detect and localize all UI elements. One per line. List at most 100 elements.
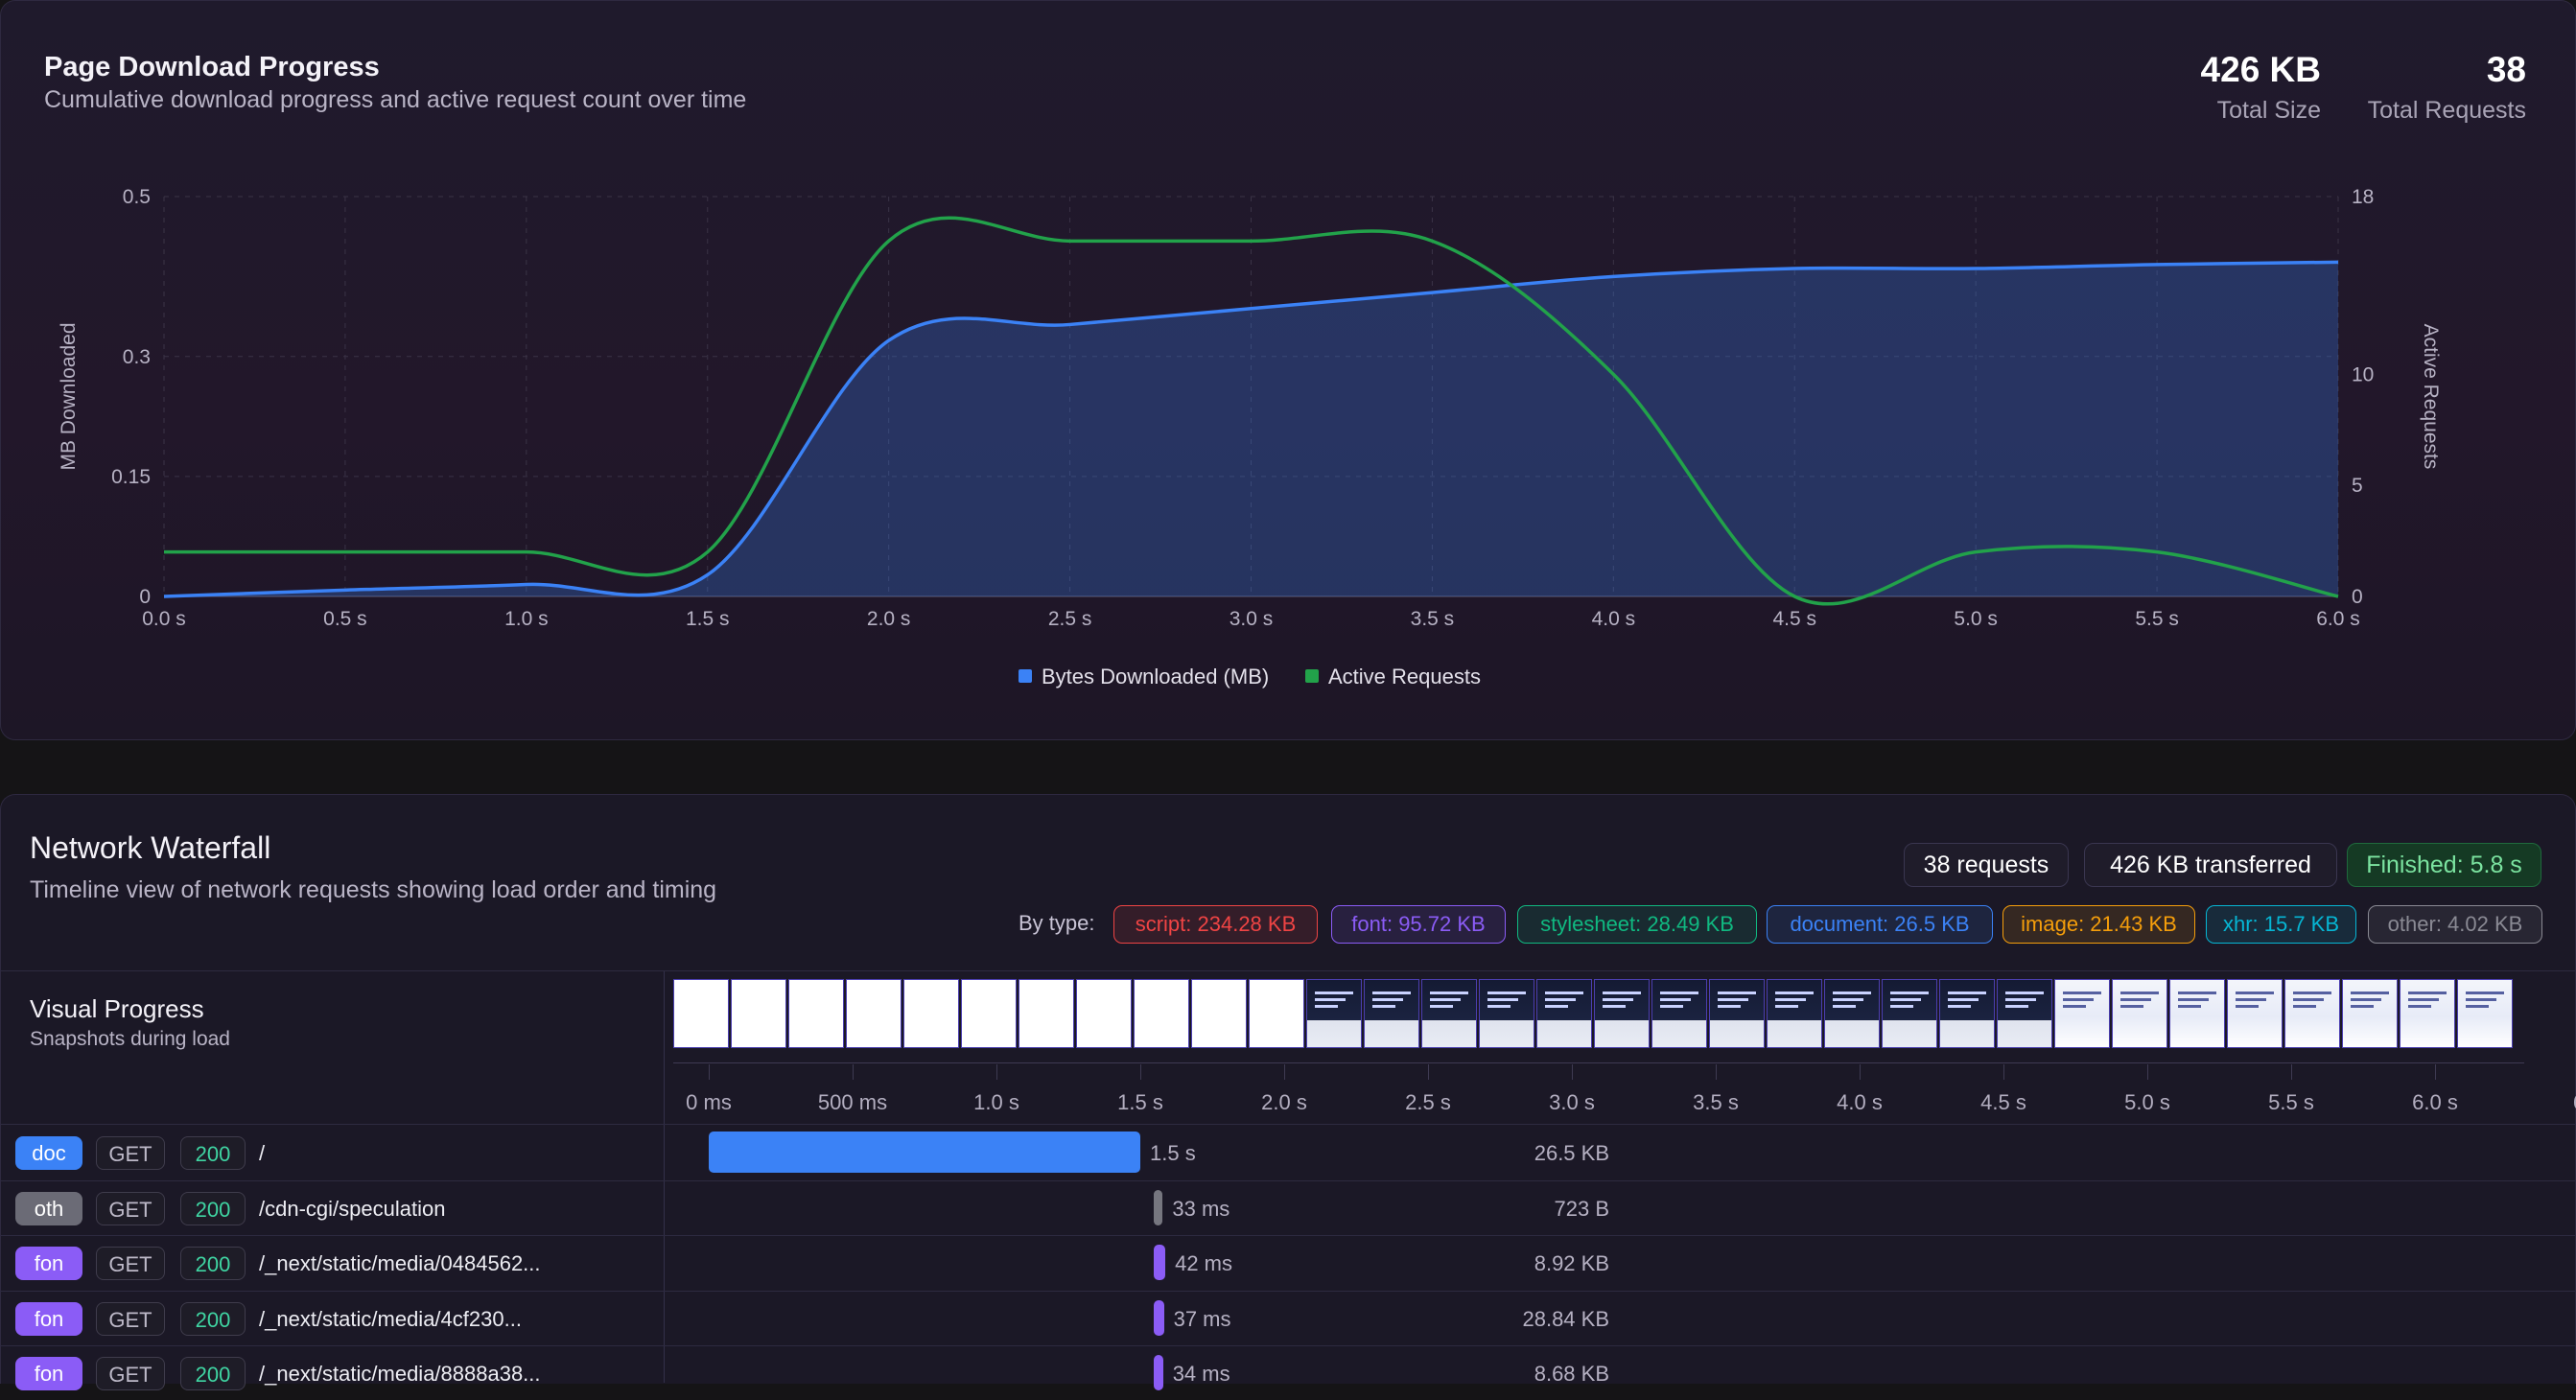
filmstrip-snapshot[interactable] bbox=[1306, 979, 1362, 1048]
filmstrip-snapshot[interactable] bbox=[1767, 979, 1822, 1048]
filmstrip-snapshot[interactable] bbox=[1364, 979, 1419, 1048]
filmstrip-snapshot[interactable] bbox=[2457, 979, 2513, 1048]
chart-panel-title: Page Download Progress bbox=[44, 52, 380, 82]
request-duration: 42 ms bbox=[1175, 1251, 1233, 1275]
legend-swatch-bytes bbox=[1019, 669, 1032, 683]
snapshot-line bbox=[2236, 998, 2266, 1001]
x-tick-label: 1.5 s bbox=[686, 608, 730, 630]
time-tick-mark bbox=[853, 1064, 854, 1080]
snapshot-line bbox=[1315, 998, 1346, 1001]
snapshot-line bbox=[1833, 1005, 1856, 1008]
row-divider bbox=[0, 1179, 2576, 1181]
method-badge: GET bbox=[96, 1247, 165, 1280]
filmstrip-snapshot[interactable] bbox=[788, 979, 844, 1048]
snapshot-line bbox=[1775, 998, 1806, 1001]
filmstrip-snapshot[interactable] bbox=[1479, 979, 1534, 1048]
time-tick-mark bbox=[1140, 1064, 1141, 1080]
time-tick-mark bbox=[1716, 1064, 1717, 1080]
filmstrip-snapshot[interactable] bbox=[2342, 979, 2398, 1048]
filmstrip-snapshot[interactable] bbox=[846, 979, 902, 1048]
timing-bar[interactable] bbox=[1153, 1299, 1164, 1336]
y-tick-label: 0.3 bbox=[123, 346, 151, 368]
type-chip: xhr: 15.7 KB bbox=[2206, 905, 2356, 944]
time-tick-mark bbox=[709, 1064, 710, 1080]
filmstrip-snapshot[interactable] bbox=[1421, 979, 1477, 1048]
divider bbox=[0, 970, 2576, 971]
snapshot-line bbox=[2120, 1005, 2143, 1008]
snapshot-line bbox=[1545, 998, 1576, 1001]
snapshot-line bbox=[2351, 998, 2381, 1001]
filmstrip-snapshot[interactable] bbox=[2400, 979, 2455, 1048]
timing-bar[interactable] bbox=[1153, 1245, 1166, 1280]
snapshot-line bbox=[2178, 998, 2209, 1001]
filmstrip-snapshot[interactable] bbox=[2169, 979, 2225, 1048]
snapshot-line bbox=[2293, 992, 2331, 994]
chart-panel-subtitle: Cumulative download progress and active … bbox=[44, 86, 747, 113]
filmstrip-snapshot[interactable] bbox=[1651, 979, 1707, 1048]
filmstrip-snapshot[interactable] bbox=[2054, 979, 2110, 1048]
timing-bar[interactable] bbox=[1153, 1189, 1163, 1225]
snapshot-line bbox=[1718, 998, 1748, 1001]
request-row[interactable]: fon GET 200 /_next/static/media/4cf230... 28… bbox=[0, 1291, 2576, 1345]
method-badge: GET bbox=[96, 1301, 165, 1336]
request-size: 28.84 KB bbox=[1522, 1306, 1609, 1331]
filmstrip-snapshot[interactable] bbox=[1191, 979, 1247, 1048]
snapshot-line bbox=[1430, 998, 1461, 1001]
request-size: 723 B bbox=[1554, 1196, 1610, 1221]
request-duration: 34 ms bbox=[1172, 1362, 1230, 1386]
snapshot-line bbox=[1372, 1005, 1395, 1008]
time-tick-label: 1.0 s bbox=[973, 1090, 1019, 1114]
snapshot-line bbox=[1603, 992, 1641, 994]
legend-label-bytes: Bytes Downloaded (MB) bbox=[1042, 665, 1269, 688]
request-row[interactable]: oth GET 200/cdn-cgi/speculation 723 B 33 ms bbox=[0, 1180, 2576, 1235]
filmstrip-snapshot[interactable] bbox=[2227, 979, 2283, 1048]
filmstrip-snapshot[interactable] bbox=[1709, 979, 1765, 1048]
snapshot-line bbox=[1775, 1005, 1798, 1008]
download-progress-panel bbox=[0, 0, 2576, 740]
filmstrip-snapshot[interactable] bbox=[903, 979, 959, 1048]
filmstrip-snapshot[interactable] bbox=[2112, 979, 2167, 1048]
time-tick-label: 5.0 s bbox=[2124, 1090, 2170, 1114]
filmstrip-snapshot[interactable] bbox=[1134, 979, 1189, 1048]
row-divider bbox=[0, 1235, 2576, 1236]
finished-pill: Finished: 5.8 s bbox=[2347, 843, 2541, 887]
filmstrip-snapshot[interactable] bbox=[961, 979, 1017, 1048]
request-row[interactable]: fon GET 200 /_next/static/media/0484562... 8… bbox=[0, 1235, 2576, 1290]
y2-axis-label: Active Requests bbox=[2420, 324, 2442, 470]
requests-count-pill: 38 requests bbox=[1904, 843, 2069, 887]
filmstrip-snapshot[interactable] bbox=[673, 979, 729, 1048]
filmstrip-snapshot[interactable] bbox=[1594, 979, 1650, 1048]
method-badge: GET bbox=[96, 1357, 165, 1390]
type-chip: font: 95.72 KB bbox=[1331, 905, 1506, 944]
request-row[interactable]: fon GET 200 /_next/static/media/8888a38... 8… bbox=[0, 1345, 2576, 1400]
y-axis-label: MB Downloaded bbox=[58, 322, 80, 470]
filmstrip-snapshot[interactable] bbox=[1536, 979, 1592, 1048]
filmstrip-snapshot[interactable] bbox=[1019, 979, 1074, 1048]
request-path: /_next/static/media/0484562... bbox=[259, 1251, 541, 1275]
filmstrip-snapshot[interactable] bbox=[1249, 979, 1304, 1048]
x-tick-label: 5.0 s bbox=[1954, 608, 1998, 630]
visual-progress-title: Visual Progress bbox=[30, 994, 204, 1023]
snapshot-line bbox=[1948, 998, 1979, 1001]
timing-bar[interactable] bbox=[709, 1132, 1140, 1173]
y2-tick-label: 10 bbox=[2352, 363, 2374, 385]
filmstrip-snapshot[interactable] bbox=[2284, 979, 2340, 1048]
filmstrip-snapshot[interactable] bbox=[1076, 979, 1132, 1048]
filmstrip-snapshot[interactable] bbox=[1824, 979, 1880, 1048]
time-tick-mark bbox=[2291, 1064, 2292, 1080]
series-line-active-requests bbox=[164, 216, 2339, 606]
filmstrip-snapshot[interactable] bbox=[1882, 979, 1937, 1048]
timing-bar[interactable] bbox=[1153, 1355, 1163, 1390]
download-progress-chart: 0.0 s 0.5 s 1.0 s 1.5 s 2.0 s 2.5 s 3.0 s 3.5 s… bbox=[58, 186, 2442, 688]
request-path: / bbox=[259, 1141, 266, 1165]
snapshot-line bbox=[2063, 992, 2101, 994]
divider bbox=[0, 1124, 2576, 1125]
filmstrip-snapshot[interactable] bbox=[731, 979, 786, 1048]
snapshot-line bbox=[2466, 998, 2496, 1001]
filmstrip-snapshot[interactable] bbox=[1939, 979, 1995, 1048]
filmstrip-snapshot[interactable] bbox=[1997, 979, 2052, 1048]
snapshot-line bbox=[1660, 998, 1691, 1001]
request-row[interactable]: doc GET 200 / 26.5 KB 1.5 s bbox=[0, 1125, 2576, 1179]
time-tick-label: 2.5 s bbox=[1405, 1090, 1451, 1114]
time-tick-mark bbox=[1284, 1064, 1285, 1080]
